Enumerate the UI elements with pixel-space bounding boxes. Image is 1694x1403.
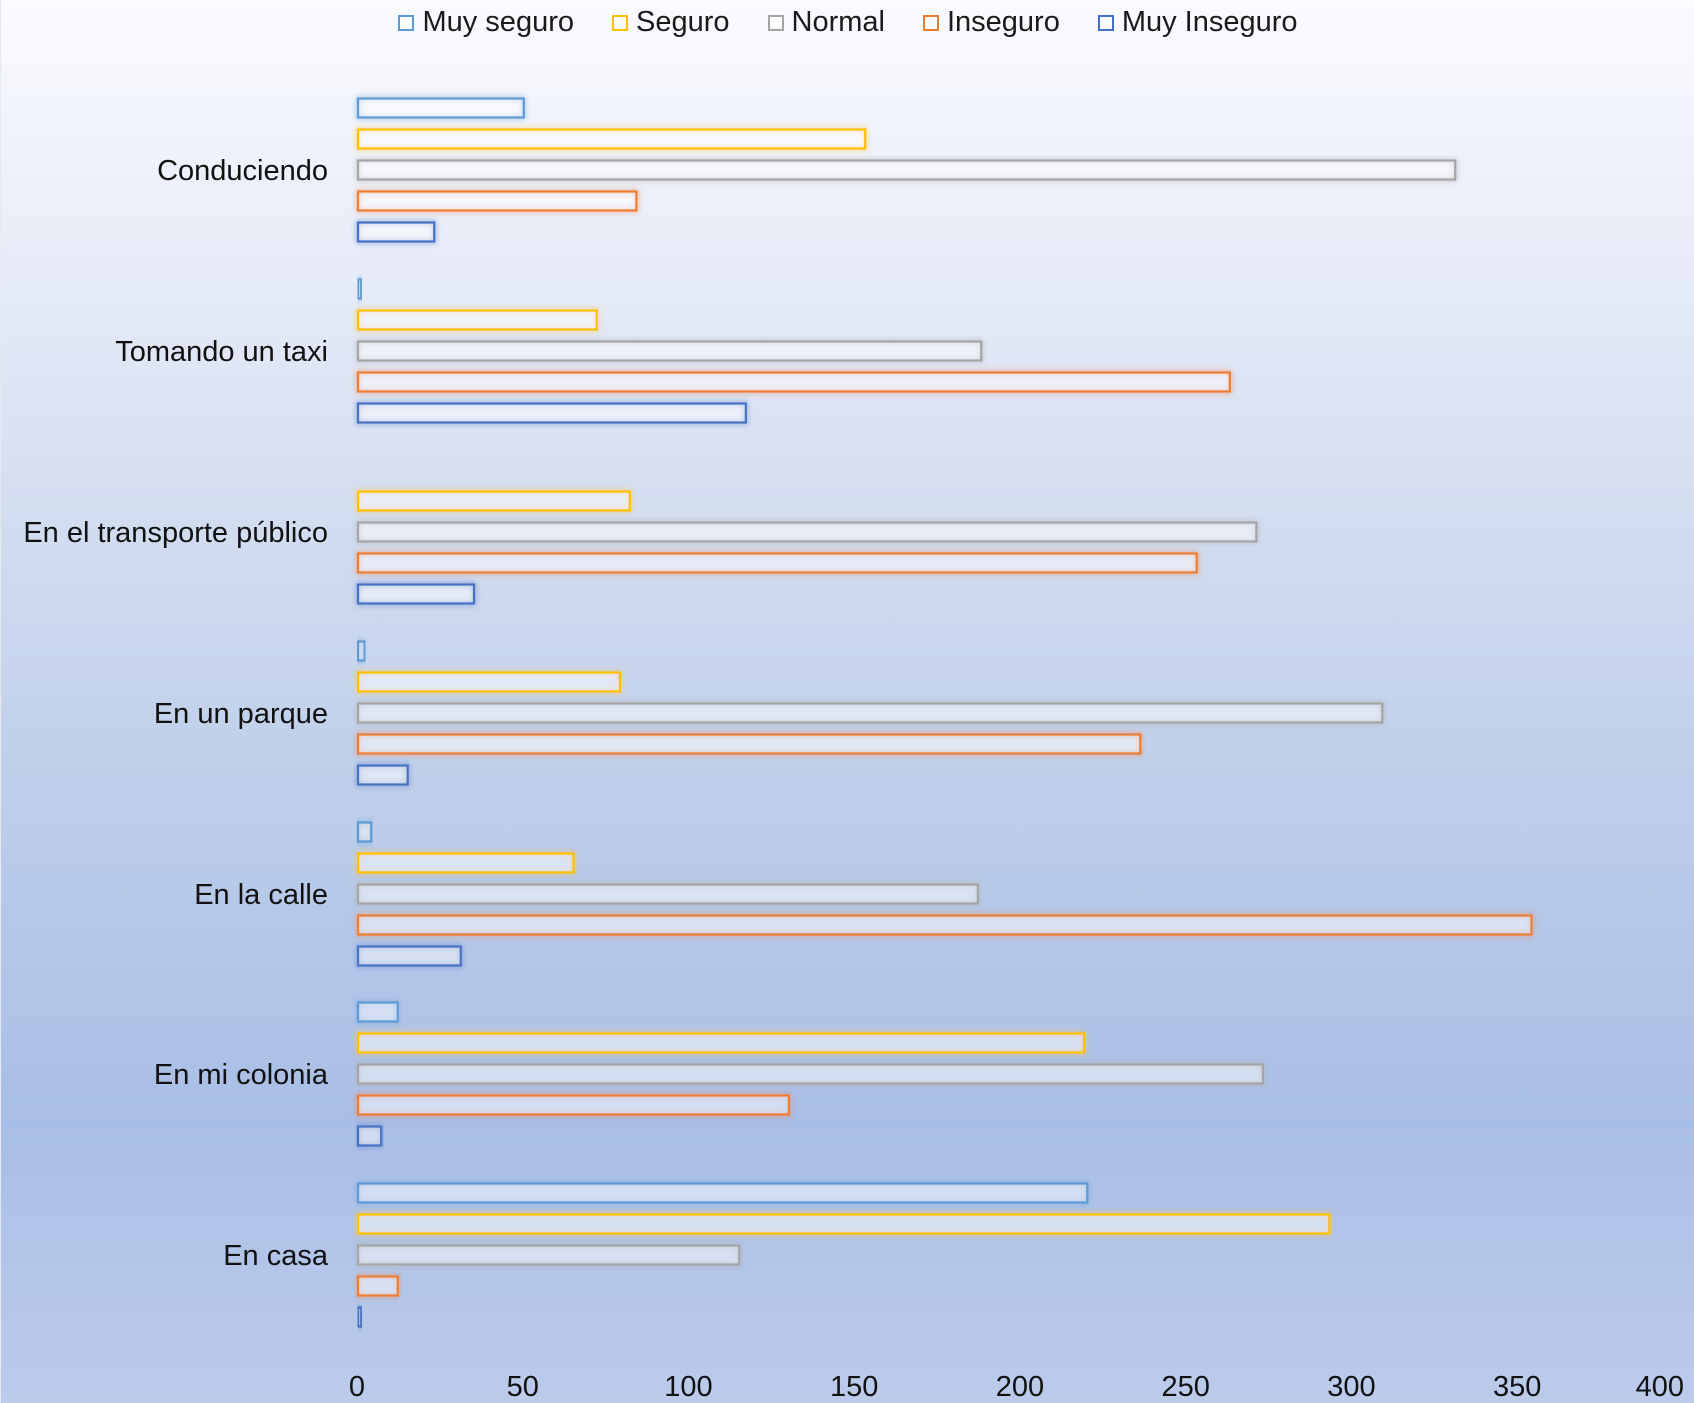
bar-en-la-calle-muy-seguro	[356, 821, 373, 843]
category-label-en-el-transporte-publico: En el transporte público	[23, 517, 328, 549]
legend-item-seguro: Seguro	[611, 6, 730, 39]
bar-tomando-un-taxi-seguro	[356, 309, 598, 331]
bar-en-mi-colonia-normal	[356, 1063, 1265, 1085]
bar-en-casa-muy-inseguro	[356, 1306, 363, 1328]
x-tick-label: 300	[1327, 1371, 1375, 1403]
bar-en-el-transporte-publico-inseguro	[356, 552, 1198, 574]
bar-conduciendo-normal	[356, 159, 1457, 181]
bar-tomando-un-taxi-normal	[356, 340, 983, 362]
legend-label: Muy seguro	[422, 6, 574, 38]
legend-swatch-muy-seguro	[398, 14, 415, 31]
x-tick-label: 0	[349, 1371, 365, 1403]
bar-en-la-calle-muy-inseguro	[356, 945, 462, 967]
bar-en-la-calle-inseguro	[356, 914, 1533, 936]
bar-en-la-calle-normal	[356, 883, 980, 905]
bar-en-un-parque-normal	[356, 702, 1384, 724]
bar-conduciendo-seguro	[356, 128, 867, 150]
legend-item-inseguro: Inseguro	[922, 6, 1060, 39]
category-label-en-mi-colonia: En mi colonia	[154, 1059, 329, 1091]
category-label-conduciendo: Conduciendo	[157, 155, 328, 187]
x-tick-label: 150	[830, 1371, 878, 1403]
bar-en-casa-seguro	[356, 1213, 1331, 1235]
bar-conduciendo-inseguro	[356, 190, 638, 212]
bar-en-un-parque-inseguro	[356, 733, 1142, 755]
legend-item-muy-inseguro: Muy Inseguro	[1097, 6, 1298, 39]
bar-en-la-calle-seguro	[356, 852, 575, 874]
legend-item-normal: Normal	[767, 6, 885, 39]
bar-en-el-transporte-publico-normal	[356, 521, 1258, 543]
category-label-en-la-calle: En la calle	[194, 879, 328, 911]
bar-en-casa-inseguro	[356, 1275, 399, 1297]
bar-en-casa-muy-seguro	[356, 1182, 1089, 1204]
bar-conduciendo-muy-seguro	[356, 97, 525, 119]
x-tick-label: 200	[996, 1371, 1044, 1403]
x-tick-label: 50	[507, 1371, 539, 1403]
bar-en-mi-colonia-seguro	[356, 1032, 1086, 1054]
bar-en-mi-colonia-muy-inseguro	[356, 1125, 383, 1147]
category-label-en-casa: En casa	[223, 1240, 329, 1272]
bar-en-un-parque-muy-seguro	[356, 640, 366, 662]
legend-swatch-seguro	[611, 14, 628, 31]
legend: Muy seguro Seguro Normal Inseguro Muy Insegu…	[1, 6, 1694, 39]
category-label-tomando-un-taxi: Tomando un taxi	[115, 336, 328, 368]
bar-tomando-un-taxi-muy-seguro	[356, 278, 363, 300]
bars-layer	[356, 97, 1533, 1328]
bar-en-un-parque-muy-inseguro	[356, 764, 409, 786]
legend-item-muy-seguro: Muy seguro	[398, 6, 574, 39]
legend-label: Normal	[791, 6, 885, 38]
x-axis-ticks: 0 50 100 150 200 250 300 350 400	[349, 1371, 1684, 1403]
legend-swatch-normal	[767, 14, 784, 31]
legend-label: Seguro	[635, 6, 730, 38]
bar-conduciendo-muy-inseguro	[356, 221, 436, 243]
legend-swatch-inseguro	[922, 14, 939, 31]
bar-tomando-un-taxi-inseguro	[356, 371, 1231, 393]
bar-en-el-transporte-publico-seguro	[356, 490, 631, 512]
bar-en-mi-colonia-inseguro	[356, 1094, 791, 1116]
category-label-en-un-parque: En un parque	[154, 698, 328, 730]
legend-swatch-muy-inseguro	[1097, 14, 1114, 31]
legend-label: Muy Inseguro	[1121, 6, 1298, 38]
x-tick-label: 400	[1636, 1371, 1684, 1403]
x-tick-label: 100	[664, 1371, 712, 1403]
x-tick-label: 350	[1493, 1371, 1541, 1403]
legend-label: Inseguro	[946, 6, 1060, 38]
bar-en-mi-colonia-muy-seguro	[356, 1001, 399, 1023]
bar-en-casa-normal	[356, 1244, 741, 1266]
bar-tomando-un-taxi-muy-inseguro	[356, 402, 747, 424]
bar-en-el-transporte-publico-muy-inseguro	[356, 583, 476, 605]
category-labels: Conduciendo Tomando un taxi En el transpor…	[23, 155, 329, 1272]
bar-en-un-parque-seguro	[356, 671, 621, 693]
x-tick-label: 250	[1162, 1371, 1210, 1403]
